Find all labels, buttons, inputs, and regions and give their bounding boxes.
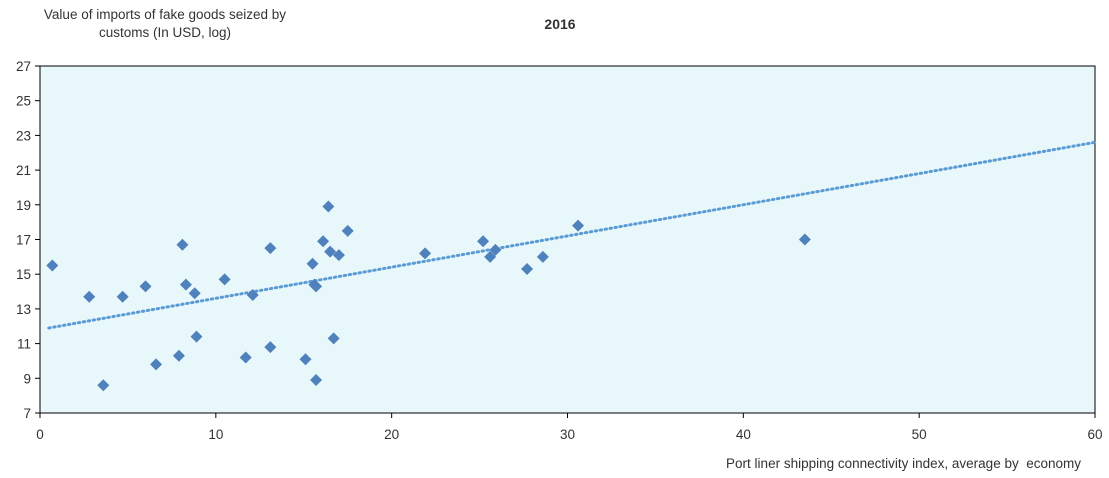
y-tick-label: 21 bbox=[16, 163, 31, 178]
plot-area bbox=[40, 66, 1095, 413]
x-tick-label: 0 bbox=[36, 427, 44, 442]
y-tick-label: 15 bbox=[16, 267, 31, 282]
y-tick-label: 7 bbox=[23, 406, 31, 421]
y-tick-label: 27 bbox=[16, 59, 31, 74]
x-tick-label: 60 bbox=[1087, 427, 1102, 442]
y-tick-label: 9 bbox=[23, 371, 31, 386]
x-tick-label: 40 bbox=[736, 427, 751, 442]
y-tick-label: 19 bbox=[16, 198, 31, 213]
y-tick-label: 23 bbox=[16, 128, 31, 143]
y-tick-label: 17 bbox=[16, 233, 31, 248]
y-tick-label: 13 bbox=[16, 302, 31, 317]
x-tick-label: 50 bbox=[912, 427, 927, 442]
x-tick-label: 20 bbox=[384, 427, 399, 442]
x-tick-label: 10 bbox=[208, 427, 223, 442]
y-tick-label: 11 bbox=[17, 337, 31, 352]
y-tick-label: 25 bbox=[16, 94, 31, 109]
x-tick-label: 30 bbox=[560, 427, 575, 442]
